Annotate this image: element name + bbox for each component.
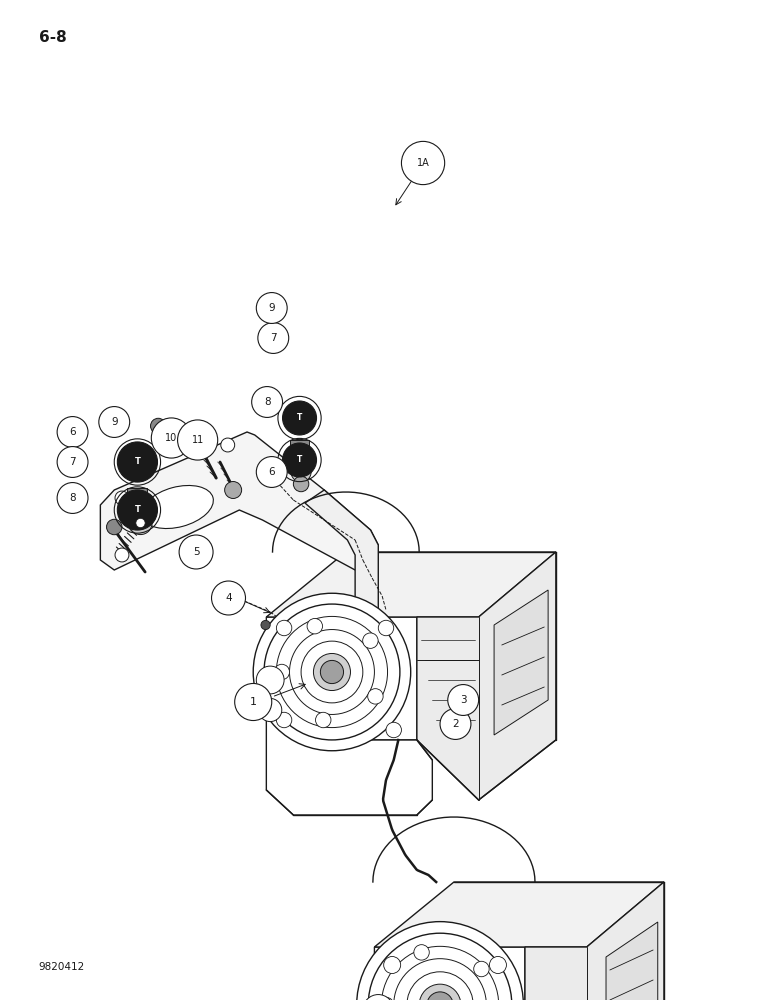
- Circle shape: [179, 535, 213, 569]
- Text: 5: 5: [193, 547, 199, 557]
- Text: 11: 11: [191, 435, 204, 445]
- Polygon shape: [374, 882, 664, 947]
- Circle shape: [357, 922, 523, 1000]
- Text: 10: 10: [165, 433, 178, 443]
- Polygon shape: [606, 922, 658, 1000]
- Text: 7: 7: [270, 333, 276, 343]
- Circle shape: [320, 660, 344, 684]
- Polygon shape: [305, 490, 378, 630]
- Circle shape: [151, 418, 166, 434]
- Circle shape: [367, 689, 383, 704]
- Circle shape: [274, 664, 290, 680]
- Circle shape: [253, 593, 411, 751]
- Circle shape: [235, 683, 272, 721]
- Text: 6: 6: [69, 427, 76, 437]
- Circle shape: [99, 407, 130, 437]
- Circle shape: [427, 992, 453, 1000]
- Text: T: T: [297, 414, 302, 422]
- Circle shape: [256, 293, 287, 323]
- Text: 9820412: 9820412: [39, 962, 85, 972]
- Text: 1A: 1A: [417, 158, 429, 168]
- Polygon shape: [100, 432, 378, 570]
- Text: 8: 8: [264, 397, 270, 407]
- Polygon shape: [373, 817, 535, 882]
- Circle shape: [115, 491, 129, 505]
- Text: 4: 4: [225, 593, 232, 603]
- Text: T: T: [297, 456, 302, 464]
- Circle shape: [212, 581, 245, 615]
- Circle shape: [57, 417, 88, 447]
- Circle shape: [107, 519, 122, 535]
- Circle shape: [225, 482, 242, 498]
- Circle shape: [474, 961, 489, 977]
- Text: T: T: [134, 458, 141, 466]
- Circle shape: [151, 418, 191, 458]
- Circle shape: [115, 548, 129, 562]
- Circle shape: [129, 511, 152, 535]
- Circle shape: [252, 387, 283, 417]
- Circle shape: [363, 633, 378, 648]
- Circle shape: [384, 957, 401, 973]
- Text: 3: 3: [460, 695, 466, 705]
- Circle shape: [414, 945, 429, 960]
- Text: 1: 1: [249, 697, 257, 707]
- Polygon shape: [266, 552, 556, 617]
- Text: 9: 9: [111, 417, 117, 427]
- Circle shape: [256, 457, 287, 487]
- Text: 7: 7: [69, 457, 76, 467]
- Circle shape: [291, 462, 311, 482]
- Circle shape: [136, 518, 145, 528]
- Polygon shape: [127, 500, 147, 512]
- Circle shape: [386, 722, 401, 738]
- Polygon shape: [494, 590, 548, 735]
- Circle shape: [448, 685, 479, 715]
- Circle shape: [313, 653, 350, 691]
- Circle shape: [258, 323, 289, 353]
- Circle shape: [419, 984, 461, 1000]
- Text: 6-8: 6-8: [39, 30, 66, 45]
- Circle shape: [189, 436, 209, 456]
- Polygon shape: [273, 492, 419, 552]
- Circle shape: [261, 620, 270, 630]
- Circle shape: [259, 698, 282, 722]
- Circle shape: [307, 618, 323, 634]
- Polygon shape: [290, 450, 309, 460]
- Text: T: T: [134, 506, 141, 514]
- Circle shape: [276, 712, 292, 728]
- Circle shape: [256, 666, 284, 694]
- Text: 9: 9: [269, 303, 275, 313]
- Circle shape: [401, 141, 445, 185]
- Circle shape: [178, 420, 218, 460]
- Circle shape: [283, 401, 317, 435]
- Polygon shape: [266, 617, 417, 740]
- Polygon shape: [374, 947, 525, 1000]
- Circle shape: [57, 483, 88, 513]
- Circle shape: [378, 620, 394, 636]
- Circle shape: [117, 442, 157, 482]
- Text: 8: 8: [69, 493, 76, 503]
- Circle shape: [276, 620, 292, 636]
- Circle shape: [117, 490, 157, 530]
- Polygon shape: [525, 882, 664, 1000]
- Circle shape: [378, 997, 394, 1000]
- Ellipse shape: [142, 485, 213, 529]
- Circle shape: [440, 709, 471, 739]
- Text: 2: 2: [452, 719, 459, 729]
- Circle shape: [489, 957, 506, 973]
- Polygon shape: [266, 717, 432, 815]
- Circle shape: [221, 438, 235, 452]
- Polygon shape: [417, 552, 556, 800]
- Polygon shape: [127, 488, 147, 500]
- Circle shape: [57, 447, 88, 477]
- Circle shape: [363, 995, 394, 1000]
- Circle shape: [316, 712, 331, 728]
- Circle shape: [283, 443, 317, 477]
- Circle shape: [293, 476, 309, 492]
- Polygon shape: [290, 440, 309, 450]
- Text: 6: 6: [269, 467, 275, 477]
